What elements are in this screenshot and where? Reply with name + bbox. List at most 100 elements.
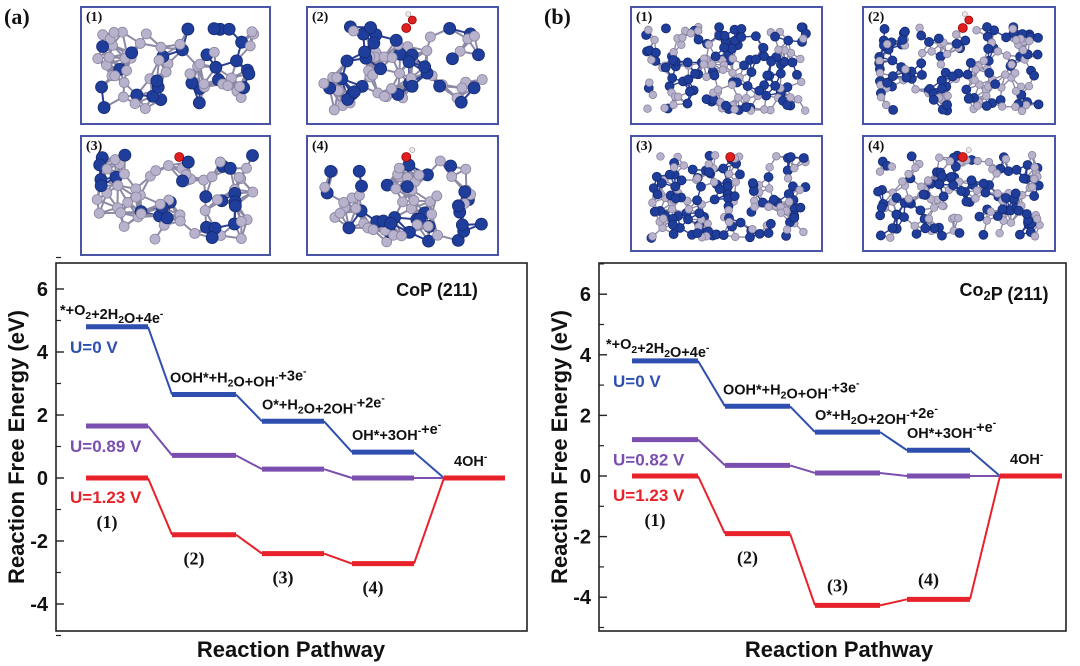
connector: [789, 533, 816, 606]
structure-label: (1): [636, 10, 653, 25]
phosphorus-atom: [647, 55, 656, 65]
phosphorus-atom: [241, 162, 252, 174]
structure-b-1: (1): [630, 6, 823, 125]
cobalt-atom: [741, 102, 751, 113]
cobalt-atom: [1032, 49, 1043, 60]
phosphorus-atom: [783, 174, 793, 183]
phosphorus-atom: [1030, 163, 1039, 172]
phosphorus-atom: [709, 177, 719, 187]
cobalt-atom: [929, 223, 940, 234]
cobalt-atom: [230, 54, 243, 68]
cobalt-atom: [954, 228, 965, 238]
step-number: (3): [827, 575, 848, 596]
phosphorus-atom: [1001, 70, 1010, 79]
connector: [323, 552, 353, 565]
phosphorus-atom: [222, 80, 234, 92]
cobalt-atom: [997, 204, 1008, 215]
cobalt-atom: [685, 86, 695, 97]
phosphorus-atom: [731, 177, 741, 187]
phosphorus-atom: [153, 54, 165, 66]
phosphorus-atom: [898, 177, 907, 186]
series-name-label: U=0 V: [613, 372, 661, 391]
phosphorus-atom: [348, 25, 359, 37]
phosphorus-atom: [1018, 45, 1028, 55]
cobalt-atom: [384, 216, 398, 230]
phosphorus-atom: [993, 189, 1002, 198]
oxygen-atom: [957, 152, 968, 162]
phosphorus-atom: [970, 76, 979, 85]
phosphorus-atom: [199, 205, 211, 216]
cobalt-atom: [400, 180, 414, 194]
phosphorus-atom: [122, 196, 134, 208]
phosphorus-atom: [724, 169, 734, 179]
phosphorus-atom: [648, 232, 657, 241]
cobalt-atom: [770, 31, 780, 42]
cobalt-atom: [1018, 173, 1029, 184]
cobalt-atom: [467, 81, 481, 95]
phosphorus-atom: [318, 78, 330, 89]
phosphorus-atom: [413, 169, 425, 181]
phosphorus-atom: [911, 85, 920, 94]
structure-a-4: (4): [306, 135, 499, 256]
oxygen-atom: [401, 152, 412, 162]
phosphorus-atom: [386, 52, 398, 63]
phosphorus-atom: [118, 77, 130, 88]
series-1: [632, 437, 1062, 479]
cobalt-atom: [668, 219, 678, 230]
phosphorus-atom: [235, 233, 247, 244]
y-tick-label: -2: [30, 531, 48, 553]
y-tick-label: 2: [37, 405, 48, 427]
cobalt-atom: [347, 85, 361, 99]
structure-label: (3): [86, 139, 103, 154]
y-tick-label: 0: [580, 466, 591, 488]
phosphorus-atom: [986, 207, 996, 216]
phosphorus-atom: [446, 171, 458, 182]
phosphorus-atom: [886, 233, 895, 242]
structure-b-3: (3): [630, 135, 823, 252]
step-species-label: OOH*+H2O+OH-+3e-: [723, 378, 860, 402]
series-name-label: U=1.23 V: [70, 488, 142, 507]
cobalt-atom: [900, 26, 910, 37]
phosphorus-atom: [883, 39, 892, 49]
step-species-label: *+O2+2H2O+4e-: [60, 303, 164, 327]
chart-title: CoP (211): [396, 280, 478, 300]
cobalt-atom: [418, 60, 432, 74]
cobalt-atom: [770, 80, 781, 91]
phosphorus-atom: [184, 68, 196, 80]
phosphorus-atom: [118, 91, 129, 103]
cobalt-atom: [746, 67, 757, 78]
cobalt-atom: [455, 218, 469, 232]
cobalt-atom: [961, 84, 972, 95]
phosphorus-atom: [198, 78, 210, 90]
cobalt-atom: [670, 193, 681, 204]
phosphorus-atom: [234, 81, 246, 92]
cobalt-atom: [205, 231, 219, 244]
phosphorus-atom: [750, 202, 759, 212]
phosphorus-atom: [93, 207, 105, 219]
cobalt-atom: [992, 211, 1003, 222]
step-species-label: OOH*+H2O+OH-+3e-: [170, 367, 307, 391]
phosphorus-atom: [686, 29, 696, 38]
cobalt-atom: [1021, 209, 1032, 219]
phosphorus-atom: [901, 65, 910, 74]
cobalt-atom: [783, 35, 794, 46]
cobalt-atom: [981, 101, 992, 111]
phosphorus-atom: [707, 59, 717, 69]
hydrogen-atom: [962, 11, 968, 17]
phosphorus-atom: [1011, 102, 1020, 111]
connector: [147, 425, 173, 456]
cobalt-atom: [652, 189, 663, 200]
phosphorus-atom: [935, 153, 944, 162]
phosphorus-atom: [782, 225, 792, 234]
oxygen-atom: [174, 152, 185, 162]
phosphorus-atom: [669, 100, 678, 109]
phosphorus-atom: [733, 93, 743, 102]
structure-b-2: (2): [862, 6, 1056, 125]
cobalt-atom: [452, 199, 465, 213]
structure-label: (4): [868, 139, 885, 154]
step-species-label: OH*+3OH-+e-: [352, 420, 442, 444]
cobalt-atom: [963, 93, 974, 104]
cobalt-atom: [355, 179, 368, 193]
cobalt-atom: [765, 218, 776, 229]
connector: [235, 393, 263, 422]
